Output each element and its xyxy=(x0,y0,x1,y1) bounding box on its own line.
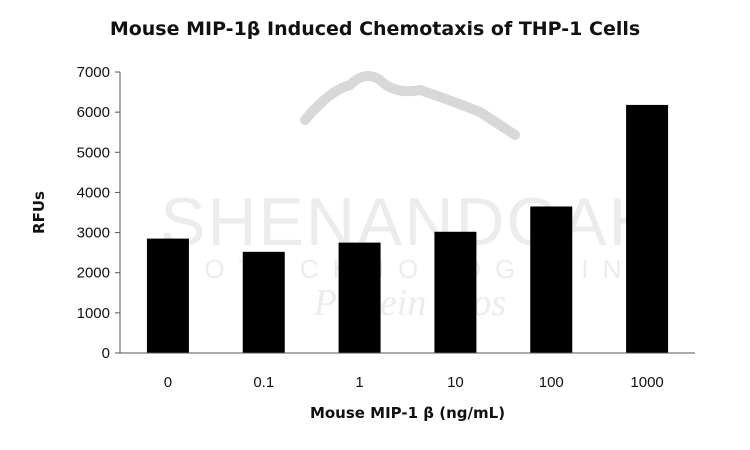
x-tick-label: 0 xyxy=(164,374,172,391)
bar xyxy=(530,206,573,353)
y-axis-ticks: 0 1000 2000 3000 4000 5000 6000 7000 xyxy=(77,64,120,362)
y-tick-label: 6000 xyxy=(77,104,110,121)
x-tick-label: 1000 xyxy=(630,374,663,391)
y-tick-label: 0 xyxy=(102,345,110,362)
x-axis-label: Mouse MIP-1 β (ng/mL) xyxy=(310,404,505,422)
bar xyxy=(242,251,285,353)
bar xyxy=(338,242,381,353)
y-tick-label: 4000 xyxy=(77,184,110,201)
x-tick-label: 10 xyxy=(447,374,464,391)
chart-title: Mouse MIP-1β Induced Chemotaxis of THP-1… xyxy=(109,18,641,40)
y-tick-label: 2000 xyxy=(77,265,110,282)
y-tick-label: 5000 xyxy=(77,144,110,161)
bar xyxy=(626,104,669,353)
x-axis-ticks: 0 0.1 1 10 100 1000 xyxy=(164,374,664,391)
y-axis-label: RFUs xyxy=(30,191,48,234)
y-tick-label: 7000 xyxy=(77,64,110,81)
x-tick-label: 0.1 xyxy=(253,374,274,391)
bar xyxy=(146,238,189,353)
y-tick-label: 1000 xyxy=(77,305,110,322)
bar xyxy=(434,231,477,353)
x-tick-label: 100 xyxy=(539,374,564,391)
bars xyxy=(146,104,669,353)
x-tick-label: 1 xyxy=(355,374,363,391)
y-tick-label: 3000 xyxy=(77,225,110,242)
